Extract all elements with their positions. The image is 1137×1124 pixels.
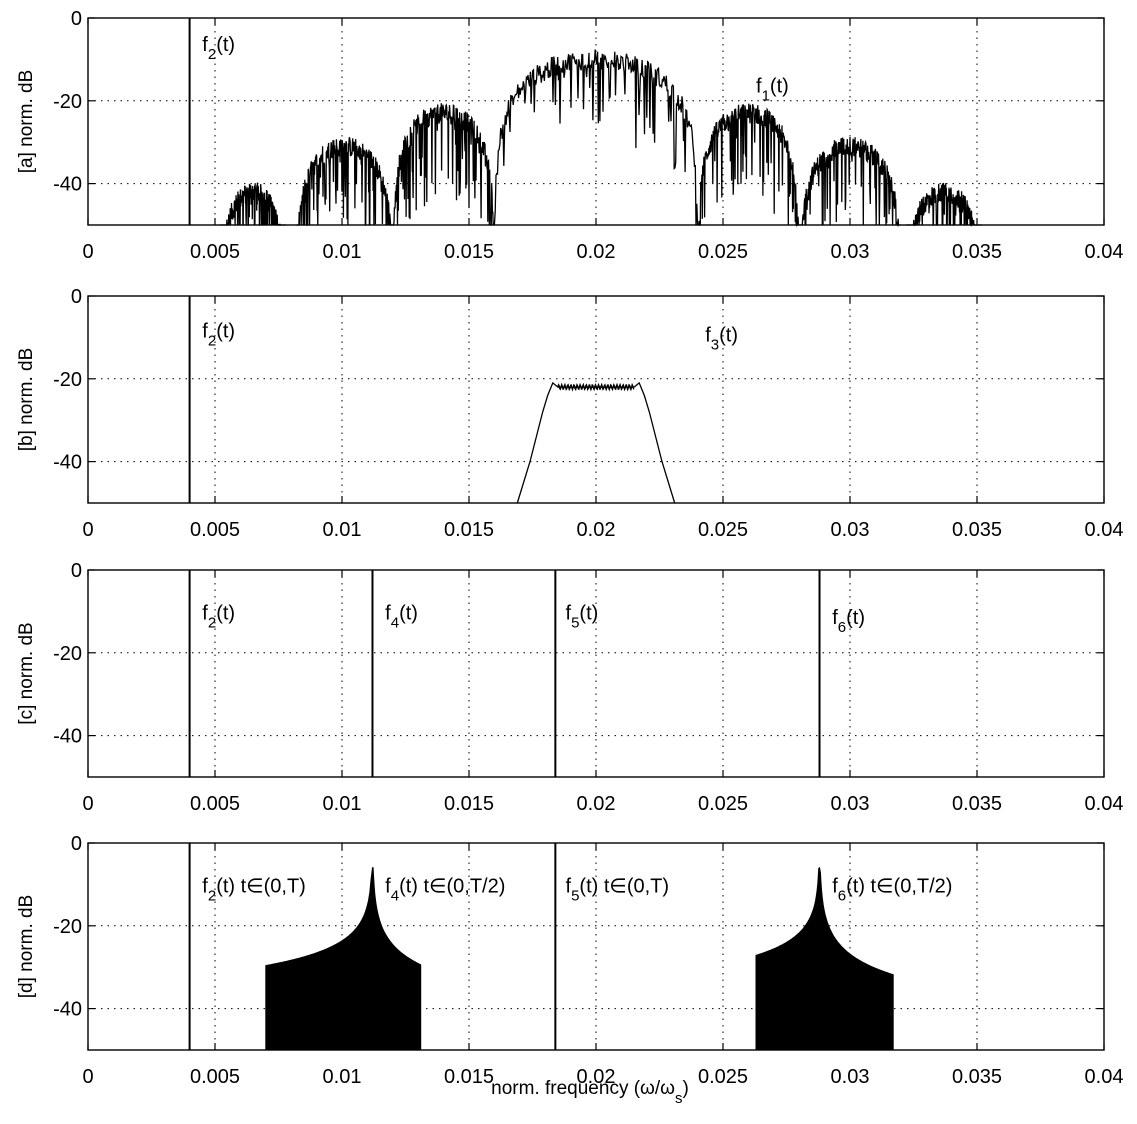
y-tick-label: -20 [53,916,82,938]
panel-b: 0 0.005 0.01 0.015 0.02 0.025 0.03 0.035 0.04 0 -2… [16,286,1123,541]
x-tick-label: 0.02 [577,241,616,263]
y-tick-label: -40 [53,452,82,474]
x-tick-label: 0.005 [190,519,240,541]
x-tick-label: 0.035 [952,519,1002,541]
x-tick-label: 0.03 [831,1066,870,1088]
x-tick-label: 0.01 [323,519,362,541]
x-tick-label: 0.025 [698,1066,748,1088]
x-tick-label: 0 [82,519,93,541]
x-tick-label: 0.01 [323,1066,362,1088]
x-tick-label: 0.01 [323,793,362,815]
x-tick-label: 0 [82,1066,93,1088]
x-tick-label: 0 [82,241,93,263]
y-tick-label: -40 [53,174,82,196]
panel-d: 0 0.005 0.01 0.015 0.02 0.025 0.03 0.035 0.04 0 -2… [16,833,1123,1088]
y-axis-label: [a] norm. dB [16,70,37,174]
y-tick-label: -40 [53,999,82,1021]
y-axis-label: [c] norm. dB [16,622,37,724]
x-tick-label: 0.035 [952,241,1002,263]
x-tick-label: 0.03 [831,241,870,263]
spectrum-cusp-fill [755,866,894,1051]
x-tick-label: 0.04 [1085,793,1124,815]
spectrum-f1-trace [220,49,983,228]
trace-annotation: f5(t) t∈(0,T) [566,876,670,905]
y-tick-label: 0 [71,560,82,582]
x-tick-label: 0.025 [698,519,748,541]
x-tick-label: 0.04 [1085,241,1124,263]
passband-ripple [557,382,635,392]
x-tick-label: 0.015 [444,519,494,541]
x-tick-label: 0.01 [323,241,362,263]
x-axis-label: norm. frequency (ω/ωs) [491,1078,689,1107]
y-tick-label: -20 [53,91,82,113]
y-axis-label: [b] norm. dB [16,348,37,452]
trace-annotation: f2(t) [202,603,235,632]
x-tick-label: 0.03 [831,519,870,541]
panel-c: 0 0.005 0.01 0.015 0.02 0.025 0.03 0.035 0.04 0 -2… [16,560,1123,815]
x-tick-label: 0.025 [698,241,748,263]
x-tick-label: 0.015 [444,793,494,815]
panel-a: 0 0.005 0.01 0.015 0.02 0.025 0.03 0.035 0.04 0 -2… [16,8,1123,263]
x-tick-label: 0.035 [952,1066,1002,1088]
trace-annotation: f2(t) [202,34,235,63]
trace-annotation: f4(t) t∈(0,T/2) [385,876,505,905]
x-tick-label: 0.035 [952,793,1002,815]
trace-annotation: f4(t) [385,603,418,632]
x-tick-label: 0.02 [577,519,616,541]
x-tick-label: 0.04 [1085,1066,1124,1088]
y-tick-label: 0 [71,286,82,308]
y-tick-label: 0 [71,8,82,30]
x-tick-label: 0.025 [698,793,748,815]
x-tick-label: 0.04 [1085,519,1124,541]
trace-annotation: f5(t) [566,603,599,632]
x-tick-label: 0.005 [190,1066,240,1088]
x-tick-label: 0.015 [444,241,494,263]
y-tick-label: -20 [53,369,82,391]
spectrum-cusp-fill [265,867,422,1051]
trace-annotation: f2(t) [202,320,235,349]
trace-annotation: f3(t) [705,325,738,354]
y-tick-label: -20 [53,643,82,665]
x-tick-label: 0.005 [190,241,240,263]
trace-annotation: f1(t) [756,76,789,105]
x-tick-label: 0.03 [831,793,870,815]
x-tick-label: 0.015 [444,1066,494,1088]
x-tick-label: 0.02 [577,1066,616,1088]
x-tick-label: 0.005 [190,793,240,815]
y-tick-label: -40 [53,726,82,748]
y-axis-label: [d] norm. dB [16,895,37,999]
trace-annotation: f6(t) [832,607,865,636]
trace-annotation: f2(t) t∈(0,T) [202,876,306,905]
trace-annotation: f6(t) t∈(0,T/2) [832,876,952,905]
x-tick-label: 0 [82,793,93,815]
y-tick-label: 0 [71,833,82,855]
x-tick-label: 0.02 [577,793,616,815]
